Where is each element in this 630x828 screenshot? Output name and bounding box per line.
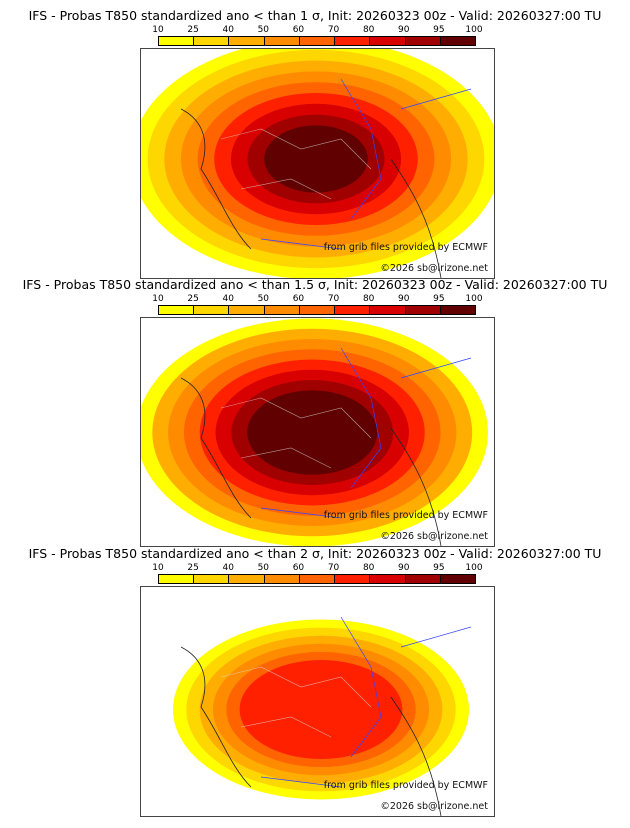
source-credit: from grib files provided by ECMWF	[323, 780, 488, 791]
colorbar-swatch	[440, 306, 475, 314]
colorbar	[158, 36, 476, 46]
colorbar-swatch	[335, 37, 371, 45]
colorbar-swatch	[405, 306, 441, 314]
colorbar-tick: 95	[433, 25, 445, 35]
probability-map: from grib files provided by ECMWF ©2026 …	[140, 586, 495, 817]
colorbar-tick: 60	[292, 294, 305, 304]
colorbar-swatch	[440, 575, 475, 583]
source-credit: from grib files provided by ECMWF	[323, 242, 488, 253]
probability-contour	[264, 125, 368, 193]
map-title: IFS - Probas T850 standardized ano < tha…	[22, 277, 608, 292]
colorbar-swatch	[264, 575, 300, 583]
colorbar-tick: 80	[362, 294, 375, 304]
colorbar-tick: 80	[362, 25, 375, 35]
colorbar-tick: 95	[433, 294, 445, 304]
borders	[260, 347, 472, 519]
colorbar-swatch	[335, 306, 371, 314]
colorbar-tick: 50	[257, 563, 270, 573]
probability-map: from grib files provided by ECMWF ©2026 …	[140, 317, 495, 547]
regions	[220, 666, 372, 738]
colorbar-tick: 25	[187, 563, 199, 573]
colorbar-tick: 90	[398, 25, 410, 35]
colorbar-swatch	[229, 575, 265, 583]
colorbar-tick: 10	[152, 563, 164, 573]
colorbar-swatch	[264, 37, 300, 45]
map-title: IFS - Probas T850 standardized ano < tha…	[28, 546, 602, 561]
probability-map: from grib files provided by ECMWF ©2026 …	[140, 48, 495, 279]
colorbar-ticks: 10 25 40 50 60 70 80 90 95 100	[152, 25, 482, 35]
colorbar-swatch	[229, 37, 265, 45]
colorbar-tick: 60	[292, 25, 305, 35]
colorbar-ticks: 10 25 40 50 60 70 80 90 95 100	[152, 294, 482, 304]
copyright-credit: ©2026 sb@irizone.net	[380, 801, 488, 812]
colorbar-tick: 40	[222, 25, 234, 35]
colorbar-tick: 80	[362, 563, 375, 573]
colorbar-swatch	[405, 575, 441, 583]
colorbar-tick: 95	[433, 563, 445, 573]
colorbar-tick: 60	[292, 563, 305, 573]
colorbar-ticks: 10 25 40 50 60 70 80 90 95 100	[152, 563, 482, 573]
colorbar-swatch	[299, 37, 336, 45]
colorbar-tick: 70	[327, 25, 340, 35]
colorbar-swatch	[299, 575, 336, 583]
colorbar-tick: 40	[222, 294, 234, 304]
colorbar-swatch	[370, 37, 406, 45]
probability-contour	[247, 390, 378, 475]
copyright-credit: ©2026 sb@irizone.net	[380, 263, 488, 274]
colorbar-tick: 90	[398, 294, 410, 304]
borders	[260, 616, 472, 788]
colorbar-tick: 10	[152, 25, 164, 35]
probability-contour	[239, 660, 403, 759]
source-credit: from grib files provided by ECMWF	[323, 510, 488, 521]
colorbar-swatch	[159, 575, 195, 583]
colorbar-tick: 25	[187, 294, 199, 304]
copyright-credit: ©2026 sb@irizone.net	[380, 531, 488, 542]
colorbar-tick: 70	[327, 563, 340, 573]
regions	[220, 128, 372, 200]
colorbar-swatch	[335, 575, 371, 583]
colorbar-swatch	[229, 306, 265, 314]
colorbar-swatch	[194, 575, 230, 583]
colorbar-swatch	[159, 306, 195, 314]
colorbar-tick: 40	[222, 563, 234, 573]
colorbar-tick: 90	[398, 563, 410, 573]
colorbar-swatch	[440, 37, 475, 45]
colorbar-swatch	[370, 306, 406, 314]
colorbar-tick: 10	[152, 294, 164, 304]
colorbar-swatch	[370, 575, 406, 583]
colorbar-tick: 100	[465, 294, 483, 304]
map-title: IFS - Probas T850 standardized ano < tha…	[28, 8, 602, 23]
colorbar-swatch	[159, 37, 195, 45]
colorbar	[158, 574, 476, 584]
colorbar-swatch	[194, 37, 230, 45]
colorbar-tick: 50	[257, 25, 270, 35]
coastline	[180, 108, 442, 278]
colorbar-swatch	[194, 306, 230, 314]
borders	[260, 78, 472, 250]
coastline	[180, 377, 442, 546]
colorbar-swatch	[264, 306, 300, 314]
colorbar-tick: 25	[187, 25, 199, 35]
colorbar-tick: 100	[465, 25, 483, 35]
colorbar-swatch	[405, 37, 441, 45]
regions	[220, 397, 372, 469]
coastline	[180, 646, 442, 816]
colorbar-swatch	[299, 306, 336, 314]
colorbar	[158, 305, 476, 315]
colorbar-tick: 50	[257, 294, 270, 304]
colorbar-tick: 70	[327, 294, 340, 304]
colorbar-tick: 100	[465, 563, 483, 573]
